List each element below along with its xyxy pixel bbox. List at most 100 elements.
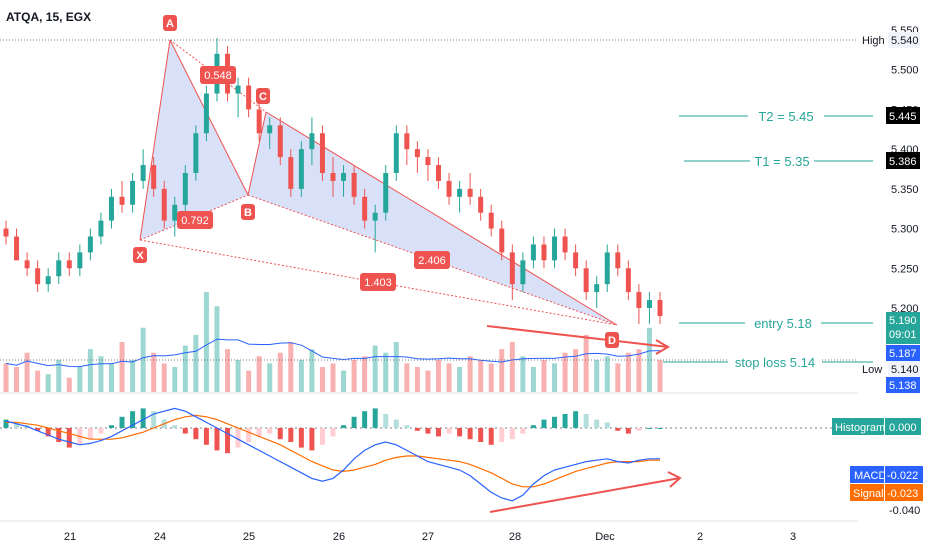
histogram-bar — [298, 428, 304, 448]
candle — [541, 244, 547, 261]
candle — [604, 252, 610, 285]
signal-value: -0.023 — [887, 488, 918, 500]
signal-line — [6, 414, 660, 488]
x-tick-label: 25 — [243, 531, 255, 543]
volume-bar — [583, 334, 589, 392]
volume-bar — [488, 363, 494, 392]
candle — [98, 220, 104, 237]
candle — [435, 165, 441, 181]
volume-bar — [119, 342, 125, 392]
histogram-bar — [583, 414, 589, 428]
x-tick-label: Dec — [595, 531, 615, 543]
candle — [35, 268, 41, 285]
price-187-tag: 5.187 — [886, 345, 920, 361]
histogram-bar — [66, 428, 72, 448]
histogram-bar — [319, 428, 325, 445]
volume-bar — [351, 359, 357, 392]
candle — [646, 300, 652, 308]
volume-bar — [383, 352, 389, 392]
volume-bar — [435, 359, 441, 392]
ratio-xd: 1.403 — [360, 273, 396, 291]
volume-bar — [277, 352, 283, 392]
candle — [552, 236, 558, 261]
candle — [172, 204, 178, 221]
histogram-bar — [393, 419, 399, 428]
t1-price-tag: 5.386 — [886, 152, 920, 169]
histogram-bar — [45, 428, 51, 437]
price-138-tag: 5.138 — [886, 377, 920, 393]
price-138: 5.138 — [889, 380, 917, 392]
harmonic-xa-line — [139, 39, 171, 241]
candle — [256, 109, 262, 134]
candle — [583, 268, 589, 293]
point-c-label: C — [259, 91, 267, 103]
signal-tag: Signal -0.023 — [850, 484, 923, 501]
volume-bar — [246, 370, 252, 392]
histogram-bar — [488, 428, 494, 445]
volume-bar — [467, 356, 473, 392]
price-tick-label: 5.500 — [891, 65, 919, 77]
candle — [140, 165, 146, 181]
volume-bar — [562, 352, 568, 392]
volume-bar — [341, 370, 347, 392]
histogram-bar — [646, 428, 652, 429]
candle — [383, 172, 389, 213]
histogram-bar — [108, 425, 114, 428]
low-tag: Low 5.140 — [862, 361, 920, 377]
volume-bar — [573, 349, 579, 392]
candle — [341, 172, 347, 181]
histogram-bar — [203, 428, 209, 445]
candle — [203, 93, 209, 134]
histogram-bar — [330, 428, 336, 437]
volume-bar — [372, 345, 378, 392]
histogram-bar — [362, 411, 368, 428]
volume-bar — [309, 349, 315, 392]
volume-bar — [362, 356, 368, 392]
volume-bar — [225, 349, 231, 392]
point-d-marker: D — [605, 332, 619, 348]
histogram-bar — [140, 408, 146, 428]
histogram-bar — [172, 425, 178, 428]
high-value: 5.540 — [891, 35, 919, 47]
volume-bar — [414, 367, 420, 392]
histogram-bar — [541, 419, 547, 428]
histogram-bar — [277, 428, 283, 440]
histogram-bar — [446, 428, 452, 434]
histogram-bar — [14, 422, 20, 428]
stop-loss-label: stop loss 5.14 — [735, 355, 815, 370]
candle — [499, 228, 505, 253]
candle — [457, 188, 463, 197]
histogram-bar — [193, 428, 199, 440]
histogram-bar — [499, 428, 505, 442]
candle — [414, 149, 420, 158]
candle — [235, 85, 241, 94]
candle — [351, 172, 357, 197]
candle — [446, 180, 452, 197]
macd-line — [5, 407, 660, 502]
x-tick-label: 28 — [509, 531, 521, 543]
candle — [193, 133, 199, 173]
ratio-xb-label: 0.792 — [181, 215, 209, 227]
volume-bar — [66, 377, 72, 392]
volume-bar — [193, 334, 199, 392]
candle — [151, 165, 157, 189]
candle — [478, 196, 484, 213]
volume-bar — [298, 359, 304, 392]
histogram-bar — [98, 428, 104, 434]
macd-axis-tick: -0.040 — [889, 505, 920, 517]
t1-label: T1 = 5.35 — [754, 154, 809, 169]
candle — [509, 252, 515, 285]
low-value: 5.140 — [891, 364, 919, 376]
ratio-xd-label: 1.403 — [364, 277, 392, 289]
volume-bar — [625, 352, 631, 392]
histogram-bar — [351, 416, 357, 428]
candle — [298, 149, 304, 189]
volume-bar — [151, 352, 157, 392]
point-x-label: X — [136, 250, 144, 262]
volume-bar — [140, 327, 146, 392]
histogram-value: 0.000 — [889, 422, 917, 434]
harmonic-ab-line — [169, 39, 249, 196]
histogram-bar — [87, 428, 93, 440]
high-tag: High 5.540 — [858, 32, 920, 48]
